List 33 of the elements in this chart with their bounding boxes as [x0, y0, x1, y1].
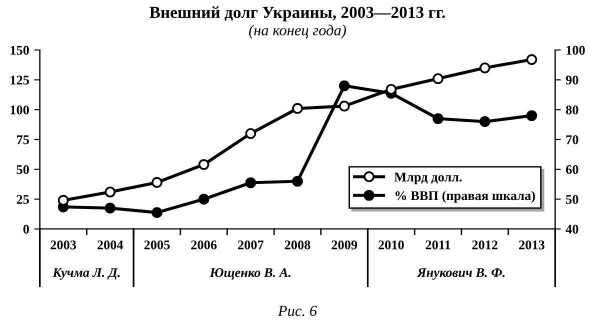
x-tick-label: 2010 — [378, 240, 404, 250]
y2-tick-label: 70 — [566, 135, 578, 144]
y-tick-label: 25 — [16, 194, 29, 204]
y2-tick-label: 50 — [566, 194, 578, 204]
legend-label: % ВВП (правая шкала) — [395, 190, 535, 203]
x-tick-label: 2013 — [519, 240, 544, 250]
text: Ющенко В. А. — [210, 268, 290, 280]
y-tick-label: 125 — [10, 76, 29, 85]
text: Янукович В. Ф. — [416, 268, 505, 280]
y-tick-label: 100 — [10, 105, 29, 114]
x-tick-label: 2004 — [97, 240, 124, 250]
legend-label: Млрд долл. — [394, 172, 462, 184]
chart-subtitle: (на конец года) — [249, 24, 346, 39]
y-tick-label: 150 — [10, 46, 29, 55]
chart-title: Внешний долг Украины, 2003—2013 гг. — [150, 6, 445, 22]
x-tick-label: 2003 — [50, 240, 76, 250]
y2-tick-label: 100 — [566, 46, 585, 55]
x-tick-label: 2009 — [332, 240, 358, 250]
x-tick-label: 2005 — [144, 240, 170, 250]
text: Рис. 6 — [278, 306, 317, 316]
y-tick-label: 0 — [23, 224, 29, 234]
y2-tick-label: 40 — [566, 224, 578, 234]
x-tick-label: 2006 — [191, 240, 217, 250]
y2-tick-label: 60 — [566, 165, 578, 174]
x-tick-label: 2007 — [238, 240, 264, 250]
text: Кучма Л. Д. — [52, 268, 120, 280]
y2-tick-label: 90 — [566, 76, 578, 85]
y-tick-label: 50 — [16, 165, 29, 174]
y-tick-label: 75 — [17, 135, 29, 144]
x-tick-label: 2011 — [426, 240, 450, 250]
x-tick-label: 2008 — [284, 240, 310, 250]
y2-tick-label: 80 — [566, 105, 578, 114]
x-tick-label: 2012 — [472, 240, 498, 250]
